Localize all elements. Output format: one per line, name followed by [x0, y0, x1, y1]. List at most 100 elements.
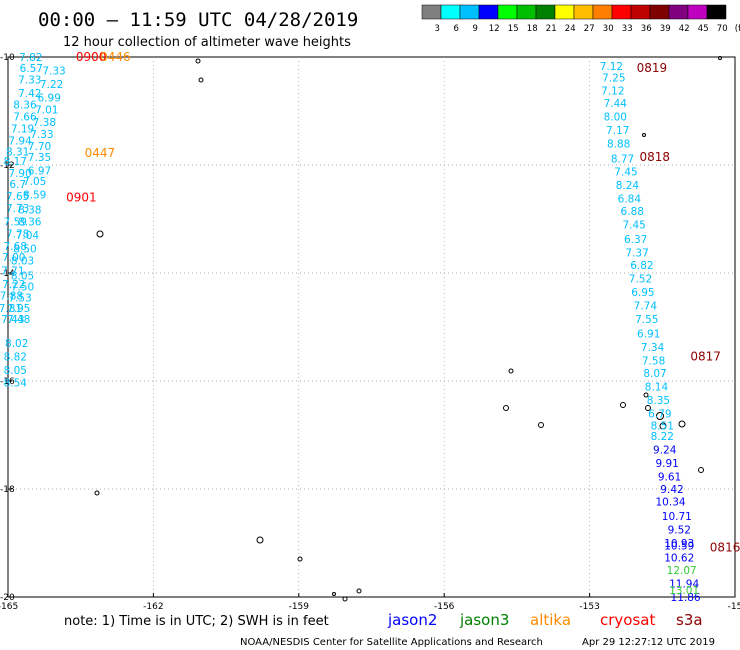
- swh-value: 7.44: [604, 98, 628, 110]
- x-tick-label: -165: [0, 602, 18, 612]
- colorbar-label: 33: [622, 24, 633, 34]
- swh-value: 7.19: [11, 123, 34, 135]
- island-shape: [195, 58, 201, 64]
- time-label: 0447: [85, 146, 116, 160]
- colorbar-swatch: [687, 4, 708, 20]
- legend-item-s3a: s3a: [676, 611, 703, 629]
- swh-value: 7.70: [28, 141, 51, 153]
- swh-value: 10.59: [664, 541, 694, 553]
- swh-value: 8.14: [645, 381, 669, 393]
- swh-value: 8.02: [5, 338, 28, 350]
- plot-border: [7, 56, 736, 598]
- island-shape: [342, 596, 348, 602]
- chart-subtitle: 12 hour collection of altimeter wave hei…: [63, 35, 351, 50]
- swh-value: 6.37: [624, 234, 647, 246]
- swh-value: 7.90: [8, 168, 31, 180]
- colorbar-label: 30: [603, 24, 614, 34]
- swh-value: 7.71: [1, 265, 24, 277]
- swh-value: 7.12: [601, 85, 624, 97]
- colorbar-label: 9: [472, 24, 477, 34]
- time-label: 0818: [640, 150, 671, 164]
- colorbar-label: 27: [584, 24, 595, 34]
- colorbar-swatch: [706, 4, 727, 20]
- swh-value: 8.77: [611, 154, 634, 166]
- plot-area: [7, 56, 736, 598]
- swh-value: 6.84: [618, 193, 642, 205]
- x-tick-label: -156: [434, 602, 455, 612]
- colorbar-swatch: [573, 4, 594, 20]
- swh-value: 8.00: [604, 111, 627, 123]
- swh-value: 7.04: [16, 230, 40, 242]
- swh-value: 8.82: [4, 352, 27, 364]
- swh-value: 6.97: [28, 165, 51, 177]
- island-shape: [620, 402, 626, 408]
- swh-value: 6.88: [621, 206, 644, 218]
- swh-value: 7.50: [11, 282, 34, 294]
- colorbar-label: 3: [434, 24, 439, 34]
- colorbar-label: 6: [453, 24, 458, 34]
- colorbar-label: 15: [508, 24, 519, 34]
- swh-value: 13.01: [669, 585, 699, 597]
- colorbar-label: 39: [660, 24, 671, 34]
- swh-value: 6.82: [630, 260, 653, 272]
- swh-value: 6.79: [648, 408, 671, 420]
- swh-value: 6.91: [637, 328, 660, 340]
- island-shape: [198, 77, 204, 83]
- swh-value: 11.94: [669, 579, 699, 591]
- swh-value: 9.42: [660, 484, 683, 496]
- swh-value: 8.88: [607, 138, 630, 150]
- y-tick-label: -14: [0, 269, 15, 279]
- swh-value: 7.45: [614, 166, 637, 178]
- swh-value: 7.22: [2, 279, 25, 291]
- satellite-legend: jason2 jason3 altika cryosat s3a: [387, 611, 703, 629]
- swh-value: 9.61: [658, 472, 681, 484]
- colorbar-label: 70: [717, 24, 728, 34]
- time-label: 0901: [66, 190, 97, 204]
- swh-value: 8.07: [643, 368, 666, 380]
- swh-value: 7.38: [33, 117, 56, 129]
- swh-value: 7.33: [42, 66, 65, 78]
- island-shape: [698, 467, 704, 473]
- swh-value: 7.59: [4, 217, 27, 229]
- chart-title: 00:00 – 11:59 UTC 04/28/2019: [38, 9, 358, 31]
- swh-value: 7.88: [0, 291, 23, 303]
- swh-value: 7.17: [606, 125, 629, 137]
- swh-value: 9.52: [668, 525, 691, 537]
- swh-value: 7.45: [622, 219, 645, 231]
- swh-value: 7.81: [0, 303, 22, 315]
- swh-value: 7.42: [18, 88, 41, 100]
- island-shape: [503, 405, 509, 411]
- time-label: 0816: [710, 540, 740, 554]
- colorbar-swatch: [554, 4, 575, 20]
- swh-value: 7.22: [40, 79, 63, 91]
- legend-item-jason2: jason2: [387, 611, 437, 629]
- x-tick-label: -153: [579, 602, 599, 612]
- colorbar-swatch: [440, 4, 461, 20]
- swh-value: 7.34: [641, 342, 665, 354]
- swh-value: 6.57: [20, 63, 43, 75]
- island-shape: [538, 422, 544, 428]
- swh-value: 7.52: [629, 273, 652, 285]
- swh-value: 8.05: [4, 365, 27, 377]
- swh-value: 7.53: [8, 292, 31, 304]
- swh-value: 7.78: [6, 229, 29, 241]
- swh-value: 6.7: [9, 179, 26, 191]
- footer-note: note: 1) Time is in UTC; 2) SWH is in fe…: [64, 614, 329, 629]
- colorbar-swatch: [592, 4, 613, 20]
- island-shape: [718, 56, 722, 60]
- x-tick-label: -15: [728, 602, 740, 612]
- swh-value: 10.34: [656, 496, 686, 508]
- swh-value: 7.12: [600, 61, 623, 73]
- island-outlines: [94, 56, 722, 602]
- swh-value: 7.33: [30, 129, 53, 141]
- swh-value: 7.94: [8, 136, 32, 148]
- island-shape: [256, 536, 264, 544]
- swh-value: 10.62: [664, 553, 694, 565]
- colorbar-swatch: [535, 4, 556, 20]
- colorbar-swatch: [516, 4, 537, 20]
- swh-value: 7.48: [7, 314, 30, 326]
- colorbar-label: 36: [641, 24, 652, 34]
- colorbar-swatch: [649, 4, 670, 20]
